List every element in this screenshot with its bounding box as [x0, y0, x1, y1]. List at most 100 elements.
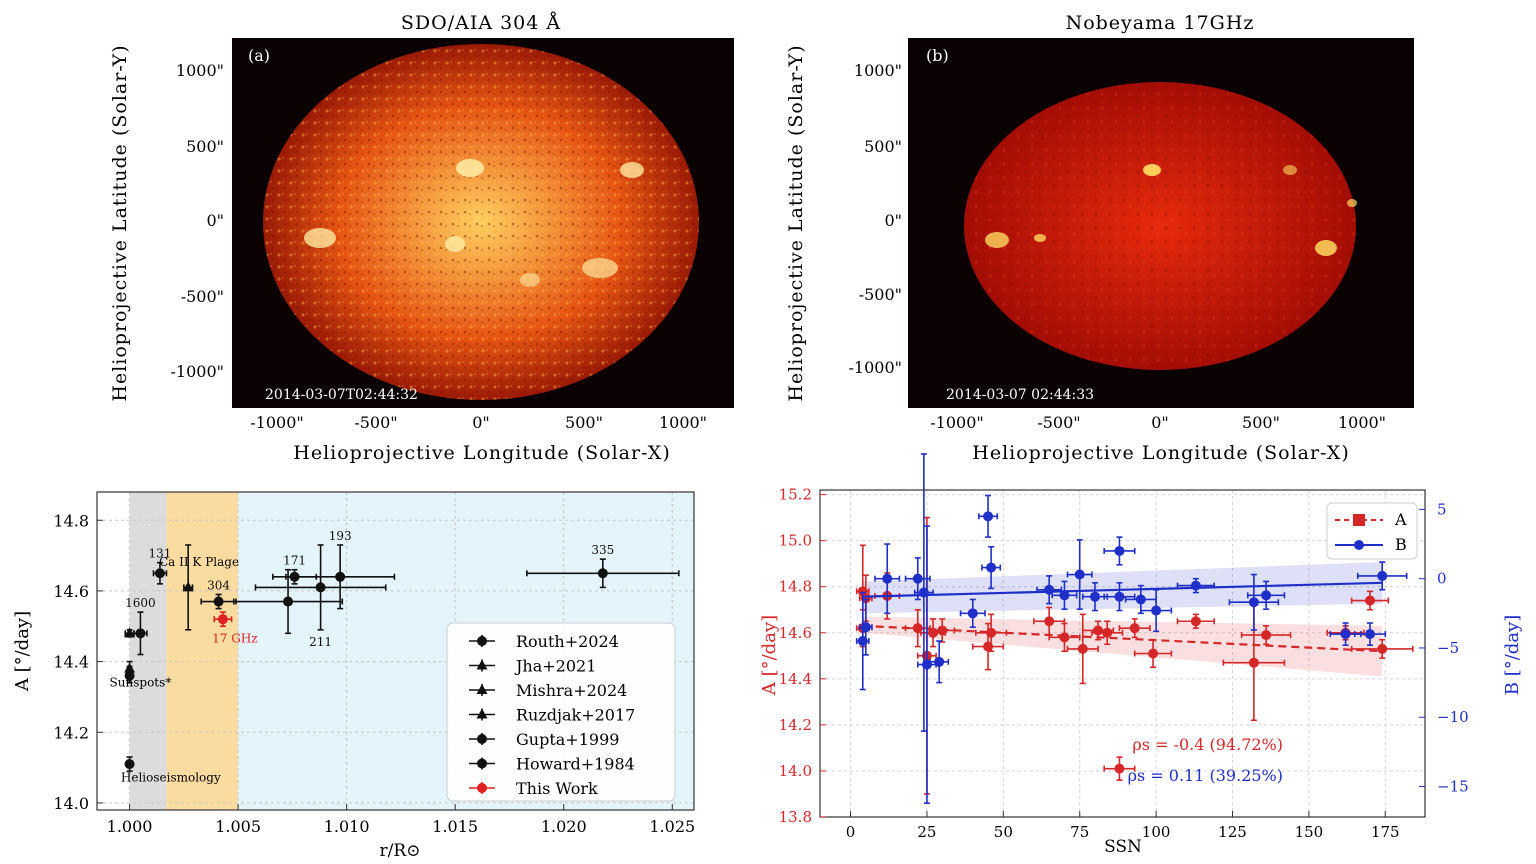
panel-d-ytick-label-left: 14.0 [779, 762, 812, 780]
panel-d-point-a [1093, 625, 1104, 636]
panel-c-ytick-label: 14.0 [53, 794, 89, 813]
panel-c-region [129, 492, 167, 810]
panel-d-point-a [1248, 657, 1259, 668]
panel-a-xticks: -1000" -500" 0" 500" 1000" [250, 413, 707, 432]
panel-d-ticks: 0 25 50 75 100 125 150 17513.814.014.214.414.61… [779, 486, 1469, 841]
panel-d-point-a [1148, 648, 1159, 659]
panel-c-point [597, 568, 608, 579]
panel-b-xticks: -1000" -500" 0" 500" 1000" [930, 413, 1386, 432]
panel-d-point-b [983, 511, 994, 522]
panel-d-ytick-label-right: −5 [1437, 639, 1459, 657]
panel-d-ytick-label-left: 15.0 [779, 532, 812, 550]
panel-c-point [135, 628, 146, 639]
panel-d-point-b [1365, 629, 1375, 640]
panel-a-xtick: 1000" [659, 413, 707, 432]
panel-c-legend-label: Routh+2024 [516, 632, 619, 651]
panel-c-legend-label: Gupta+1999 [516, 730, 619, 749]
panel-c-marks: 1600 131 304 17 GHz 211 193 171 335 [124, 529, 680, 772]
panel-c-annotation: Ca II K Plage [159, 555, 239, 569]
panel-d-fit-line-b [862, 581, 1383, 598]
panel-b-ytick: 500" [864, 137, 902, 156]
panel-d-point-b [986, 562, 997, 573]
panel-c-xtick-label: 1.010 [324, 817, 370, 836]
panel-c-legend-marker [476, 659, 488, 670]
panel-c-xtick-label: 1.020 [541, 817, 587, 836]
panel-d-xtick-label: 175 [1371, 823, 1400, 841]
panel-a-ylabel: Helioprojective Latitude (Solar-Y) [109, 44, 131, 401]
panel-c-legend-label: Howard+1984 [516, 755, 635, 774]
panel-c-ticks: 1.000 1.005 1.010 1.015 1.020 1.025 14.0 14.2 14… [53, 511, 695, 836]
panel-d-correlation-b: ρs = 0.11 (39.25%) [1128, 766, 1283, 785]
panel-b-ytick: -500" [859, 285, 902, 304]
panel-c-xtick-label: 1.000 [107, 817, 153, 836]
panel-c-point [124, 662, 136, 673]
panel-d-point-b [1261, 590, 1272, 601]
panel-a-ytick: -1000" [171, 362, 224, 381]
panel-c-point [217, 614, 228, 625]
panel-c-point [315, 582, 326, 593]
panel-d-ytick-label-right: 5 [1437, 500, 1447, 518]
panel-d-legend-marker [1353, 514, 1365, 526]
panel-c-point [182, 581, 194, 592]
panel-d-xtick-label: 150 [1295, 823, 1324, 841]
panel-a-ytick: -500" [181, 287, 224, 306]
panel-d-point-a [1190, 616, 1201, 627]
panel-d-point-a [1077, 643, 1088, 654]
panel-c-point-label: 131 [149, 547, 172, 561]
panel-a-yticks: 1000" 500" 0" -500" -1000" [171, 61, 224, 381]
panel-c-legend-label: This Work [516, 779, 598, 798]
panel-d-xlabel: SSN [1104, 837, 1142, 857]
panel-c-point-label: 193 [329, 529, 352, 543]
panel-c-legend-marker [477, 636, 487, 646]
panel-d-point-b [1248, 597, 1259, 608]
panel-b-xlabel: Helioprojective Longitude (Solar-X) [972, 442, 1349, 464]
panel-c-legend-entries: Routh+2024 Jha+2021 Mishra+2024 Ruzdjak+201… [469, 632, 635, 798]
panel-d-ylabel-left: A [°/day] [759, 615, 780, 696]
panel-c-legend-marker [477, 758, 487, 769]
panel-a-sun-texture [263, 44, 699, 400]
panel-c-ytick-label: 14.8 [53, 511, 89, 530]
panel-c-legend-label: Jha+2021 [514, 657, 596, 676]
panel-b-xtick: 0" [1151, 413, 1169, 432]
panel-d-point-b [1114, 591, 1125, 602]
panel-d-legend-marker [1354, 540, 1364, 550]
panel-c-point [335, 571, 346, 582]
panel-c-point-label: 17 GHz [212, 631, 257, 645]
panel-a-xtick: 500" [565, 413, 603, 432]
panel-d-point-b [1190, 580, 1201, 591]
panel-c-point-label: 171 [283, 554, 306, 568]
panel-c-legend-marker [476, 708, 488, 719]
panel-c-xlabel: r/R⊙ [380, 841, 421, 861]
panel-c-region [166, 492, 239, 810]
panel-d-xtick-label: 0 [846, 823, 856, 841]
panel-c-point [124, 627, 136, 638]
panel-d-ytick-label-left: 15.2 [779, 486, 812, 504]
panel-d-point-b [934, 656, 945, 667]
panel-d-legend-entries: AB [1335, 510, 1407, 554]
panel-d-point-b [967, 608, 978, 619]
panel-b-ytick: -1000" [849, 358, 902, 377]
panel-d-frame [819, 489, 1426, 818]
panel-c-xtick-label: 1.005 [215, 817, 261, 836]
panel-a-xtick: -1000" [250, 413, 303, 432]
panel-b-timestamp: 2014-03-07 02:44:33 [946, 387, 1094, 403]
panel-c-frame [96, 491, 695, 811]
panel-c-legend-marker [477, 734, 487, 744]
panel-b-xtick: 1000" [1338, 413, 1386, 432]
panel-c-ytick-label: 14.6 [53, 582, 89, 601]
panel-d-point-a [1102, 627, 1113, 638]
panel-d-ytick-label-right: −15 [1437, 778, 1469, 796]
panel-d-point-b [860, 622, 871, 633]
panel-b-yticks: 1000" 500" 0" -500" -1000" [849, 61, 902, 377]
panel-c-point-label: 335 [591, 543, 614, 557]
panel-d-ytick-label-left: 13.8 [779, 808, 812, 826]
panel-c-ylabel: A [°/day] [12, 611, 33, 692]
panel-c-xtick-label: 1.015 [432, 817, 478, 836]
panel-d-xtick-label: 100 [1142, 823, 1171, 841]
panel-d-point-a [1044, 616, 1055, 627]
panel-c-point [283, 596, 294, 607]
panel-b-ylabel: Helioprojective Latitude (Solar-Y) [785, 44, 807, 401]
panel-a-ytick: 500" [186, 137, 224, 156]
panel-d-point-b [912, 573, 923, 584]
panel-d-ytick-label-left: 14.6 [779, 624, 812, 642]
